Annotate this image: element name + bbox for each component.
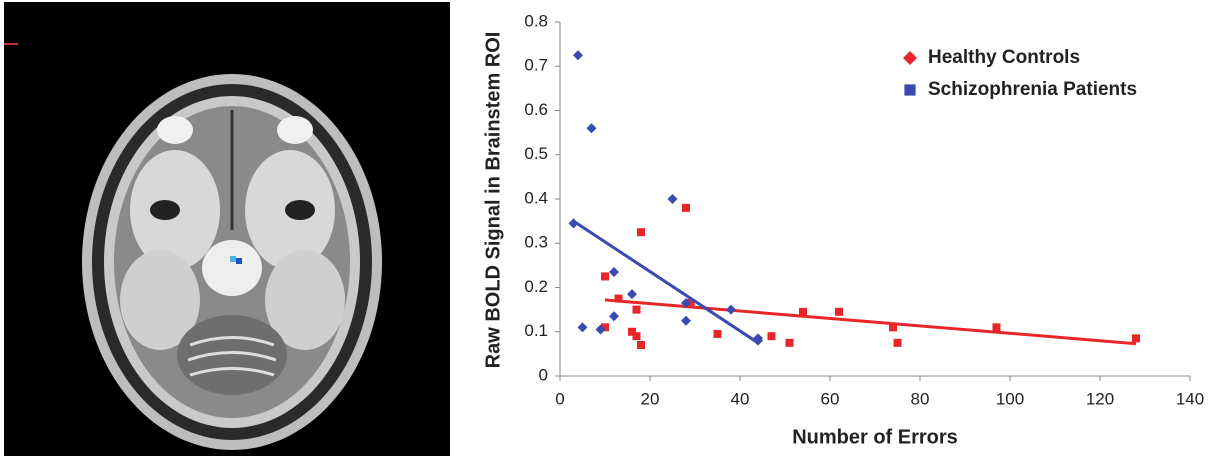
x-tick-label: 40	[731, 389, 750, 408]
point	[753, 333, 763, 344]
y-tick-label: 0	[539, 365, 548, 384]
legend-label: Schizophrenia Patients	[928, 79, 1137, 100]
point	[682, 203, 690, 212]
point	[893, 338, 902, 347]
point	[637, 341, 645, 350]
point	[767, 332, 776, 341]
x-tick-label: 60	[821, 389, 840, 408]
point	[577, 322, 588, 333]
y-tick-label: 0.6	[524, 100, 548, 119]
legend-marker	[904, 84, 916, 96]
point	[614, 294, 623, 303]
x-tick-label: 100	[996, 389, 1024, 408]
y-tick-label: 0.7	[524, 56, 548, 75]
x-tick-label: 120	[1086, 389, 1114, 408]
point	[799, 307, 807, 316]
y-tick-label: 0.4	[524, 188, 548, 207]
point	[609, 267, 619, 278]
y-tick-label: 0.2	[524, 277, 548, 296]
legend-marker	[903, 51, 917, 65]
y-tick-label: 0.5	[524, 144, 548, 163]
x-tick-label: 0	[555, 389, 564, 408]
point	[726, 304, 736, 315]
point	[601, 272, 609, 281]
point	[681, 315, 691, 326]
trend-line	[604, 298, 1137, 346]
point	[601, 323, 609, 332]
brain-image	[4, 2, 450, 456]
point	[595, 324, 606, 335]
point	[573, 50, 583, 61]
x-tick-label: 80	[911, 389, 930, 408]
point	[889, 323, 897, 332]
point	[586, 123, 597, 134]
point	[632, 305, 641, 314]
y-tick-label: 0.3	[524, 233, 548, 252]
y-tick-label: 0.8	[524, 11, 548, 30]
point	[992, 323, 1001, 332]
y-axis-label: Raw BOLD Signal in Brainstem ROI	[482, 32, 504, 369]
point	[667, 194, 678, 204]
x-tick-label: 20	[641, 389, 660, 408]
trend-line	[572, 219, 759, 345]
point	[835, 307, 843, 316]
point	[713, 329, 722, 338]
point	[568, 218, 579, 229]
y-tick-label: 0.1	[524, 321, 548, 340]
point	[609, 311, 619, 322]
point	[681, 297, 691, 308]
legend-label: Healthy Controls	[928, 47, 1080, 68]
x-axis-label: Number of Errors	[792, 426, 958, 448]
point	[1132, 334, 1140, 343]
point	[627, 289, 637, 300]
point	[628, 327, 636, 336]
point	[637, 228, 645, 237]
point	[632, 332, 641, 341]
point	[785, 338, 794, 347]
x-tick-label: 140	[1176, 389, 1204, 408]
